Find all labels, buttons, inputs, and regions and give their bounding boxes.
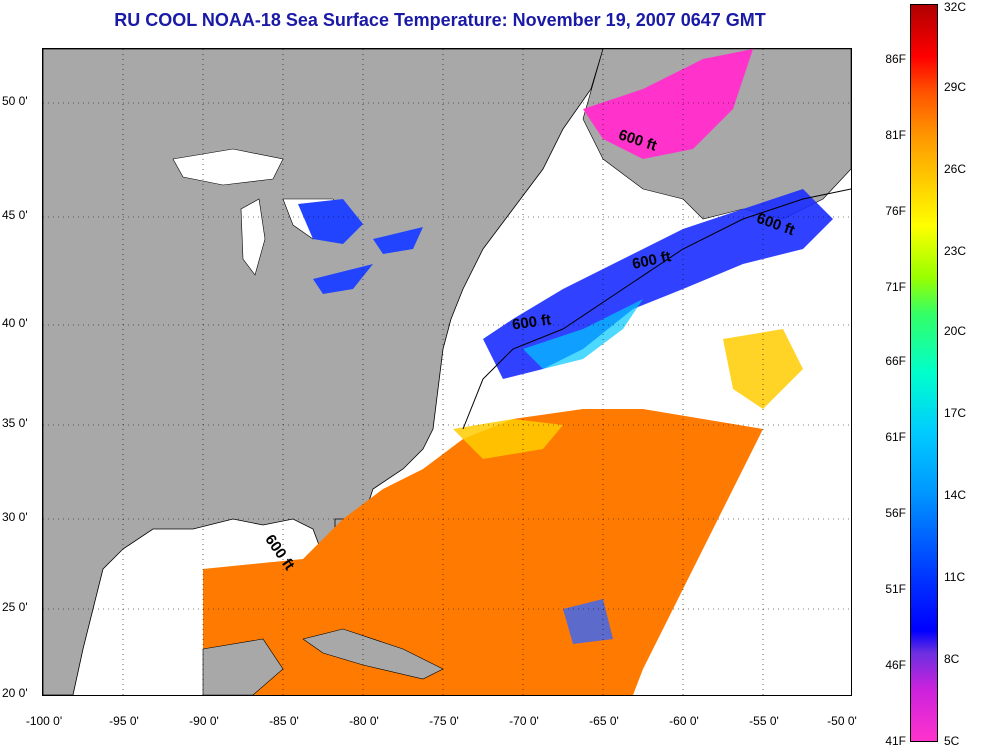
- map-canvas: [43, 49, 851, 695]
- cb-c-17: 17C: [944, 406, 967, 420]
- cb-c-8: 8C: [944, 652, 960, 666]
- lon-tick-50: -50 0': [827, 714, 857, 728]
- cb-f-61: 61F: [885, 430, 906, 444]
- land-cuba: [302, 628, 444, 680]
- lat-tick-30: 30 0': [2, 510, 28, 524]
- sst-map: [42, 48, 852, 696]
- cb-f-76: 76F: [885, 204, 906, 218]
- lon-tick-100: -100 0': [25, 714, 63, 728]
- lon-tick-90: -90 0': [189, 714, 219, 728]
- lon-tick-80: -80 0': [349, 714, 379, 728]
- temperature-colorbar: [910, 4, 938, 742]
- cb-c-20: 20C: [944, 324, 967, 338]
- depth-contour-600ft: [462, 188, 851, 430]
- gulf-st-lawrence: [583, 49, 753, 159]
- lon-tick-60: -60 0': [669, 714, 699, 728]
- cb-f-41: 41F: [885, 734, 906, 748]
- shelf-mid-band: [523, 299, 643, 369]
- lon-tick-70: -70 0': [509, 714, 539, 728]
- cb-f-56: 56F: [885, 506, 906, 520]
- cb-f-46: 46F: [885, 658, 906, 672]
- great-lakes: [172, 148, 344, 276]
- land-yucatan: [202, 638, 284, 695]
- cb-f-66: 66F: [885, 354, 906, 368]
- lat-tick-40: 40 0': [2, 316, 28, 330]
- cb-c-23: 23C: [944, 244, 967, 258]
- cb-c-11: 11C: [944, 570, 966, 584]
- cb-c-29: 29C: [944, 80, 967, 94]
- lat-tick-45: 45 0': [2, 208, 28, 222]
- yellow-patches: [453, 329, 803, 459]
- lat-tick-20: 20 0': [2, 686, 28, 700]
- lat-tick-50: 50 0': [2, 94, 28, 108]
- lake-temps: [298, 199, 423, 294]
- lon-tick-85: -85 0': [269, 714, 299, 728]
- cb-c-5: 5C: [944, 734, 960, 748]
- map-title: RU COOL NOAA-18 Sea Surface Temperature:…: [114, 10, 766, 30]
- cb-f-86: 86F: [885, 52, 906, 66]
- cb-f-81: 81F: [885, 128, 906, 142]
- cb-c-14: 14C: [944, 488, 967, 502]
- shelf-cold-band: [483, 189, 833, 379]
- lat-tick-25: 25 0': [2, 600, 28, 614]
- lon-tick-55: -55 0': [749, 714, 779, 728]
- cool-patch: [563, 599, 613, 644]
- cb-f-71: 71F: [885, 280, 906, 294]
- cb-f-51: 51F: [885, 582, 906, 596]
- cb-c-32: 32C: [944, 0, 967, 14]
- warm-sst-region: [203, 409, 763, 695]
- lat-tick-35: 35 0': [2, 416, 28, 430]
- lon-tick-75: -75 0': [429, 714, 459, 728]
- lon-tick-95: -95 0': [109, 714, 139, 728]
- lon-tick-65: -65 0': [589, 714, 619, 728]
- cb-c-26: 26C: [944, 162, 967, 176]
